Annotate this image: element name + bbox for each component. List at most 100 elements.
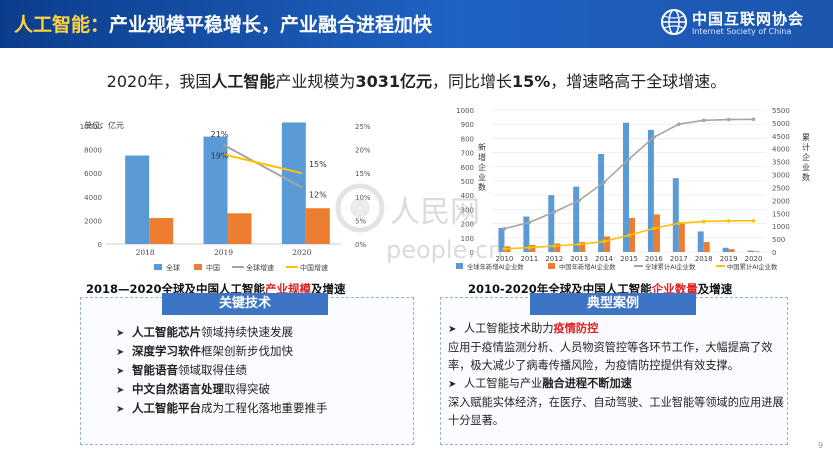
headline-text: 2020年，我国 [106, 72, 212, 91]
page-number: 9 [818, 441, 824, 450]
y-axis-label-char: 新 [478, 142, 486, 152]
x-tick-label: 2018 [695, 255, 713, 263]
bar-全球年新增AI企业数 [573, 186, 580, 252]
title-highlight: 人工智能： [14, 14, 110, 36]
case-1-heading: ➤ 人工智能技术助力疫情防控 [448, 320, 784, 339]
legend-swatch [456, 263, 463, 269]
bar-中国 [227, 213, 252, 244]
item-text: 领域取得佳绩 [178, 363, 247, 377]
x-tick-label: 2010 [496, 255, 514, 263]
logo-text-en: Internet Society of China [692, 27, 792, 36]
case-head-text: 人工智能技术助力 [464, 322, 554, 335]
item-bold: 人工智能平台 [132, 401, 201, 415]
y-tick-label: 500 [461, 178, 474, 186]
legend-label: 中国累计AI企业数 [727, 262, 778, 271]
legend-swatch [154, 264, 162, 270]
y2-tick-label: 3000 [772, 172, 790, 180]
key-tech-panel [80, 297, 414, 445]
y-tick-label: 900 [461, 121, 474, 129]
y2-tick-label: 1500 [772, 210, 790, 218]
caption-text: 及增速 [697, 282, 733, 296]
arrow-icon: ➤ [116, 347, 125, 358]
bar-全球年新增AI企业数 [697, 231, 704, 252]
legend-swatch [548, 263, 555, 269]
y-tick-label: 6000 [84, 170, 102, 178]
y2-axis-label-char: 累 [802, 133, 810, 142]
bar-全球年新增AI企业数 [672, 178, 679, 252]
line-point [751, 117, 756, 122]
bar-全球年新增AI企业数 [548, 195, 555, 252]
headline-text: ，同比增长 [431, 72, 512, 91]
globe-logo-icon [661, 9, 687, 35]
bar-中国 [305, 208, 330, 244]
bar-中国年新增AI企业数 [554, 243, 561, 252]
x-tick-label: 2019 [720, 255, 738, 263]
y-tick-label: 400 [461, 192, 474, 200]
line-point [552, 244, 557, 248]
line-全球增速 [223, 144, 303, 189]
y-axis-label-char: 数 [478, 182, 486, 192]
bar-全球年新增AI企业数 [623, 122, 629, 252]
bar-全球年新增AI企业数 [722, 247, 729, 252]
y2-tick-label: 4500 [772, 133, 790, 141]
y-tick-label: 4000 [84, 194, 102, 202]
legend-label: 全球累计AI企业数 [645, 262, 696, 271]
item-text: 框架创新步伐加快 [201, 344, 293, 358]
y-tick-label: 600 [461, 164, 474, 172]
y2-tick-label: 5000 [772, 120, 790, 128]
x-tick-label: 2020 [292, 248, 311, 257]
arrow-icon: ➤ [116, 366, 125, 377]
line-point [751, 218, 756, 223]
legend-swatch [194, 264, 202, 270]
list-item: ➤ 深度学习软件框架创新步伐加快 [116, 342, 328, 361]
y2-tick-label: 15% [355, 170, 371, 178]
bar-中国 [149, 218, 174, 244]
y2-tick-label: 20% [355, 147, 371, 155]
y2-tick-label: 10% [355, 194, 371, 202]
isc-logo: 中国互联网协会 Internet Society of China [660, 6, 830, 42]
bar-中国年新增AI企业数 [579, 242, 586, 252]
bar-全球年新增AI企业数 [523, 216, 530, 252]
x-tick-label: 2016 [645, 255, 663, 263]
y2-tick-label: 5500 [772, 107, 790, 115]
bar-中国年新增AI企业数 [678, 223, 685, 252]
line-point [627, 157, 631, 161]
line-point [527, 220, 532, 225]
bar-中国年新增AI企业数 [703, 242, 710, 252]
arrow-icon: ➤ [116, 328, 125, 339]
item-bold: 智能语音 [132, 363, 178, 377]
cases-title: 典型案例 [530, 293, 696, 315]
list-item: ➤ 智能语音领域取得佳绩 [116, 361, 328, 380]
legend-label: 中国年新增AI企业数 [559, 262, 616, 271]
data-label: 15% [309, 160, 327, 169]
bar-中国年新增AI企业数 [604, 236, 611, 252]
line-point [577, 242, 581, 247]
y-axis-label-char: 企 [478, 162, 486, 172]
headline-bold: 15% [512, 72, 551, 91]
item-text: 成为工程化落地重要推手 [201, 401, 328, 415]
line-中国增速 [223, 153, 303, 175]
x-tick-label: 2017 [670, 255, 688, 263]
y-tick-label: 0 [470, 249, 474, 257]
y2-tick-label: 500 [772, 236, 785, 244]
x-tick-label: 2019 [214, 248, 233, 257]
caption-highlight: 产业规模 [265, 282, 312, 296]
line-point [602, 180, 606, 185]
people-cn-watermark: 人民网 people.cn [335, 183, 503, 264]
cases-panel [440, 297, 788, 445]
y2-tick-label: 0 [772, 249, 776, 257]
legend-label: 全球 [166, 263, 180, 272]
line-point [552, 210, 557, 214]
list-item: ➤ 中文自然语言处理取得突破 [116, 380, 328, 399]
y2-tick-label: 1000 [772, 223, 790, 231]
bar-中国年新增AI企业数 [753, 251, 760, 252]
line-point [527, 245, 532, 250]
y-tick-label: 8000 [84, 147, 102, 155]
line-point [726, 219, 731, 223]
key-tech-title: 关键技术 [162, 293, 328, 315]
y-axis-label-char: 业 [478, 172, 486, 182]
case-head-text: 人工智能与产业 [464, 377, 543, 390]
legend-label: 中国 [206, 263, 220, 272]
y2-tick-label: 25% [355, 123, 371, 131]
bar-中国年新增AI企业数 [529, 244, 536, 252]
